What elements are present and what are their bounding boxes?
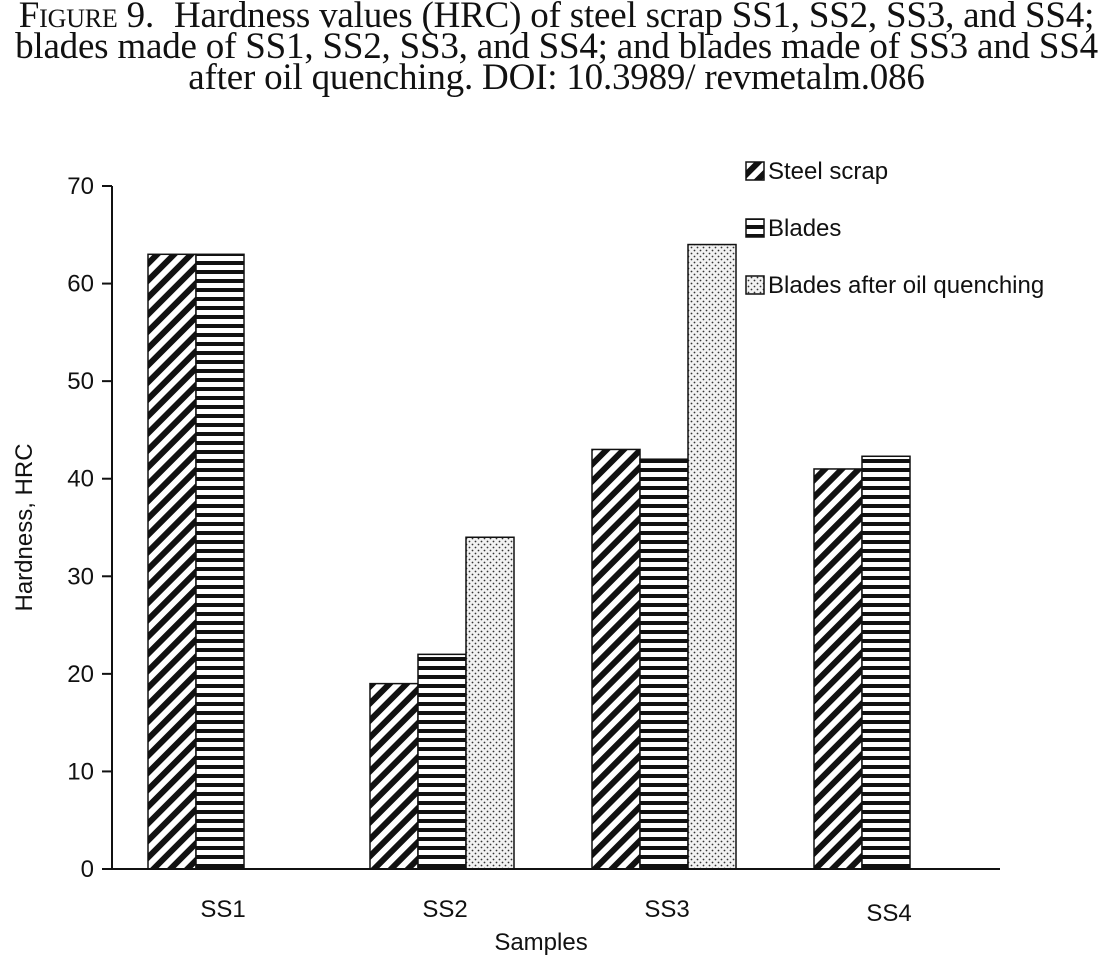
caption-text: Hardness values (HRC) of steel scrap SS1… xyxy=(15,0,1098,98)
x-tick-label: SS1 xyxy=(200,896,245,923)
bar-ss2-steel-scrap xyxy=(369,682,419,870)
bar-ss2-blades-after-oil-quenching xyxy=(465,536,515,870)
legend-swatch xyxy=(745,161,765,181)
bar-ss4-steel-scrap xyxy=(813,468,863,870)
legend: Steel scrap Blades Blades after oil quench… xyxy=(745,158,1044,299)
bar-ss3-steel-scrap xyxy=(591,448,641,870)
legend-label: Blades after oil quenching xyxy=(768,272,1044,299)
bar-ss1-blades xyxy=(195,253,245,870)
y-tick-label: 50 xyxy=(67,368,94,395)
x-axis: SS1 SS2 SS3 SS4 xyxy=(112,868,1000,927)
y-axis: 0 10 20 30 40 50 60 70 xyxy=(67,173,113,883)
y-tick-label: 30 xyxy=(67,563,94,590)
bar-ss3-blades xyxy=(639,458,689,870)
legend-label: Steel scrap xyxy=(768,158,888,185)
legend-swatch xyxy=(745,218,765,238)
x-axis-title: Samples xyxy=(494,929,587,956)
y-tick-label: 40 xyxy=(67,466,94,493)
y-tick-label: 20 xyxy=(67,661,94,688)
bars xyxy=(147,243,911,870)
y-tick-label: 60 xyxy=(67,271,94,298)
x-tick-label: SS3 xyxy=(644,896,689,923)
bar-ss1-steel-scrap xyxy=(147,253,197,870)
y-axis-title: Hardness, HRC xyxy=(11,443,38,611)
bar-ss4-blades xyxy=(861,455,911,870)
figure-label: Figure 9. xyxy=(18,0,154,36)
figure-caption: Figure 9. Hardness values (HRC) of steel … xyxy=(0,0,1113,96)
y-tick-label: 10 xyxy=(67,758,94,785)
legend-label: Blades xyxy=(768,215,841,242)
legend-swatch xyxy=(745,275,765,295)
y-tick-label: 0 xyxy=(81,856,94,883)
x-tick-label: SS2 xyxy=(422,896,467,923)
x-tick-label: SS4 xyxy=(866,900,911,927)
y-tick-label: 70 xyxy=(67,173,94,200)
bar-ss2-blades xyxy=(417,653,467,870)
bar-ss3-blades-after-oil-quenching xyxy=(687,243,737,870)
